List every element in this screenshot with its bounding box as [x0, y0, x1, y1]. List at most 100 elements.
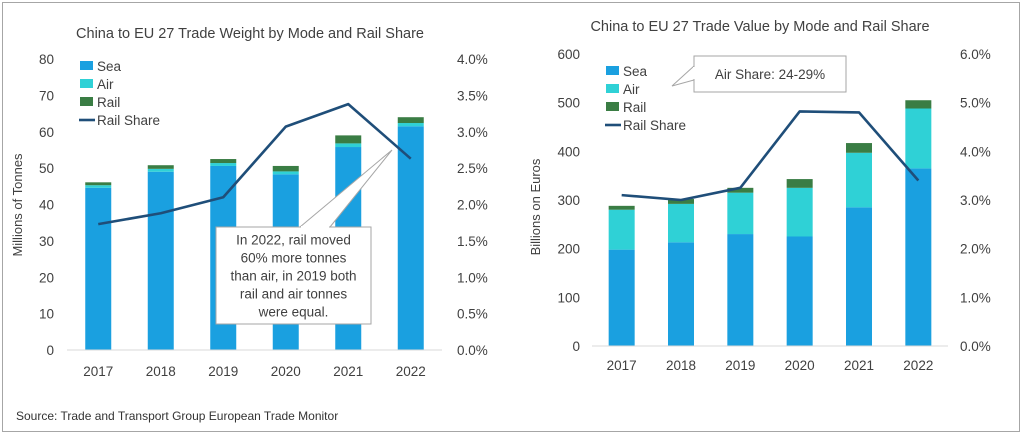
y-axis-label: Millions of Tonnes: [10, 153, 25, 257]
bar-sea: [608, 249, 635, 346]
bar-rail: [846, 143, 872, 153]
bar-rail: [905, 100, 932, 109]
bar-air: [786, 187, 813, 237]
bar-air: [727, 192, 754, 235]
legend-label: Rail: [97, 95, 120, 110]
weight-chart: China to EU 27 Trade Weight by Mode and …: [10, 26, 488, 379]
chart-title: China to EU 27 Trade Weight by Mode and …: [76, 26, 424, 42]
y2-tick-label: 4.0%: [960, 144, 991, 159]
chart-title: China to EU 27 Trade Value by Mode and R…: [590, 19, 929, 35]
bar-rail: [608, 205, 635, 210]
y2-tick-label: 6.0%: [960, 47, 991, 62]
legend-label: Sea: [97, 59, 122, 74]
bar-air: [846, 152, 872, 208]
x-tick-label: 2019: [208, 364, 238, 379]
bar-rail: [210, 159, 237, 164]
x-tick-label: 2017: [83, 364, 113, 379]
y2-tick-label: 2.0%: [960, 242, 991, 257]
y-tick-label: 0: [46, 343, 54, 358]
value-chart: China to EU 27 Trade Value by Mode and R…: [528, 19, 991, 373]
legend-label: Rail: [623, 100, 646, 115]
y2-tick-label: 0.0%: [457, 343, 488, 358]
y2-tick-label: 1.0%: [960, 290, 991, 305]
y-tick-label: 20: [39, 270, 54, 285]
bar-sea: [786, 236, 813, 346]
callout-box: [215, 226, 372, 325]
legend-label: Air: [97, 77, 114, 92]
x-tick-label: 2021: [333, 364, 363, 379]
legend-label: Rail Share: [623, 118, 686, 133]
y2-tick-label: 1.5%: [457, 234, 488, 249]
y-tick-label: 80: [39, 52, 54, 67]
legend-swatch: [606, 66, 619, 75]
y-axis-label: Billions on Euros: [528, 158, 543, 255]
y-tick-label: 500: [557, 96, 580, 111]
y-tick-label: 30: [39, 234, 54, 249]
y-tick-label: 70: [39, 88, 54, 103]
bar-air: [147, 168, 174, 172]
y2-tick-label: 2.5%: [457, 161, 488, 176]
legend-swatch: [606, 84, 619, 93]
y2-tick-label: 2.0%: [457, 198, 488, 213]
x-tick-label: 2020: [271, 364, 301, 379]
bar-rail: [335, 135, 362, 144]
legend-label: Air: [623, 82, 640, 97]
bar-sea: [668, 242, 694, 346]
bar-air: [608, 209, 635, 250]
bar-air: [272, 171, 299, 175]
y-tick-label: 100: [557, 290, 580, 305]
bar-sea: [147, 171, 174, 350]
bar-rail: [786, 179, 813, 188]
y-tick-label: 200: [557, 242, 580, 257]
y-tick-label: 0: [572, 339, 580, 354]
bar-rail: [668, 199, 694, 204]
callout-text: than air, in 2019 both: [230, 269, 356, 284]
bar-rail: [147, 165, 174, 169]
callout-text: were equal.: [258, 305, 329, 320]
bar-rail: [85, 182, 112, 186]
legend-swatch: [80, 79, 93, 88]
bar-rail: [272, 165, 299, 172]
bar-rail: [397, 117, 424, 124]
y2-tick-label: 3.0%: [457, 125, 488, 140]
y2-tick-label: 3.0%: [960, 193, 991, 208]
y-tick-label: 60: [39, 125, 54, 140]
bar-sea: [846, 207, 872, 346]
y-tick-label: 300: [557, 193, 580, 208]
y2-tick-label: 4.0%: [457, 52, 488, 67]
legend-label: Sea: [623, 64, 648, 79]
y2-tick-label: 0.0%: [960, 339, 991, 354]
callout-text: Air Share: 24-29%: [715, 67, 825, 82]
bar-air: [210, 163, 237, 166]
x-tick-label: 2018: [146, 364, 176, 379]
rail-share-line: [98, 102, 412, 226]
x-tick-label: 2022: [903, 358, 933, 373]
y2-tick-label: 1.0%: [457, 270, 488, 285]
bar-air: [335, 143, 362, 148]
y2-tick-label: 0.5%: [457, 307, 488, 322]
legend-swatch: [606, 102, 619, 111]
x-tick-label: 2018: [666, 358, 696, 373]
bar-rail: [727, 187, 754, 193]
x-tick-label: 2017: [607, 358, 637, 373]
y-tick-label: 40: [39, 198, 54, 213]
x-tick-label: 2021: [844, 358, 874, 373]
callout-text: In 2022, rail moved: [236, 233, 351, 248]
bar-sea: [727, 234, 754, 346]
callout-pointer: [671, 64, 695, 87]
y-tick-label: 10: [39, 307, 54, 322]
x-tick-label: 2020: [785, 358, 815, 373]
y-tick-label: 400: [557, 144, 580, 159]
legend-swatch: [80, 61, 93, 70]
legend-swatch: [80, 97, 93, 106]
x-tick-label: 2019: [725, 358, 755, 373]
legend-label: Rail Share: [97, 113, 160, 128]
bar-air: [85, 185, 112, 188]
x-tick-label: 2022: [396, 364, 426, 379]
callout-text: 60% more tonnes: [241, 251, 347, 266]
bar-sea: [905, 168, 932, 346]
bar-sea: [397, 126, 424, 350]
y2-tick-label: 5.0%: [960, 96, 991, 111]
bar-air: [397, 123, 424, 127]
y2-tick-label: 3.5%: [457, 88, 488, 103]
